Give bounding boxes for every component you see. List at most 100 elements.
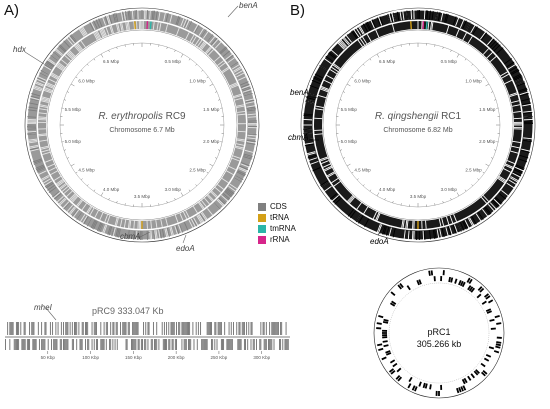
chromosome-a-cds — [127, 230, 130, 240]
chromosome-a-gap2 — [63, 187, 71, 194]
chromosome-b-cds — [319, 65, 328, 71]
chromosome-a-gap — [198, 27, 205, 36]
chromosome-a-gap2 — [218, 62, 226, 68]
chromosome-a-gap — [185, 19, 190, 29]
chromosome-a-gap — [236, 72, 245, 78]
prc9-cds-reverse — [253, 339, 255, 350]
chromosome-a-cds — [52, 191, 60, 198]
chromosome-b-gap — [440, 12, 444, 22]
chromosome-a-cds — [36, 166, 45, 172]
chromosome-b-gap — [523, 137, 533, 140]
prc9-cds-forward — [260, 322, 262, 335]
chromosome-b-gap — [378, 16, 383, 26]
prc9-cds-forward — [275, 322, 277, 335]
prc9-cds-forward — [133, 322, 135, 335]
prc1-cds — [397, 284, 403, 290]
chromosome-b-gap — [388, 13, 392, 23]
chromosome-b-scale-tick — [362, 63, 365, 66]
chromosome-b-gap2 — [318, 95, 327, 99]
chromosome-a-cds — [95, 19, 101, 28]
prc9-cds-forward — [251, 322, 253, 335]
chromosome-a-gap — [30, 97, 40, 101]
chromosome-a-cds — [63, 202, 71, 210]
plasmid-title-prc9: pRC9 333.047 Kb — [92, 306, 164, 316]
prc9-cds-forward — [281, 322, 283, 335]
chromosome-a-gap — [33, 85, 43, 90]
chromosome-a-gap2 — [165, 24, 169, 33]
prc9-cds-forward — [241, 322, 243, 335]
chromosome-b-gap2 — [320, 88, 329, 93]
chromosome-a-cds — [233, 177, 243, 183]
prc9-cds-forward — [31, 322, 33, 335]
prc9-cds-forward — [103, 322, 105, 335]
chromosome-b-scale-tick — [346, 83, 351, 87]
chromosome-a-gap — [120, 11, 124, 21]
chromosome-b-cds — [485, 206, 492, 215]
prc9-cds-reverse — [204, 339, 206, 350]
chromosome-a-cds — [240, 81, 249, 86]
prc9-cds-reverse — [265, 339, 267, 350]
prc9-cds-forward — [243, 322, 245, 335]
chromosome-b-gap — [399, 11, 402, 21]
chromosome-b-scale-label: 1.5 Mbp — [479, 107, 496, 112]
chromosome-b-scale-tick — [356, 69, 359, 72]
chromosome-a-gap — [247, 137, 257, 140]
chromosome-a-gap2 — [99, 212, 104, 221]
chromosome-size-b: Chromosome 6.82 Mb — [383, 127, 453, 134]
chromosome-a-gap — [164, 228, 168, 238]
chromosome-a-gap2 — [105, 27, 110, 36]
chromosome-b-cds — [320, 180, 329, 187]
chromosome-b-gap — [509, 177, 519, 183]
chromosome-a-scale-tick — [66, 157, 70, 159]
chromosome-a-cds — [124, 11, 128, 21]
chromosome-a-scale-tick — [66, 91, 70, 93]
prc9-cds-forward — [218, 322, 220, 335]
chromosome-b-cds — [444, 13, 448, 23]
chromosome-b-cds — [471, 216, 477, 225]
chromosome-a-gap2 — [230, 83, 238, 88]
chromosome-b-gap2 — [446, 216, 450, 225]
chromosome-a-gap2 — [38, 133, 47, 135]
chromosome-a-scale-label: 1.0 Mbp — [189, 79, 206, 84]
prc9-cds-reverse — [132, 339, 134, 350]
chromosome-a-cds — [241, 86, 251, 91]
chromosome-a-gap2 — [237, 130, 246, 133]
chromosome-a-scale-tick — [195, 184, 198, 187]
chromosome-a-gap2 — [192, 205, 198, 214]
prc9-cds-reverse — [285, 339, 287, 350]
prc9-cds-forward — [182, 322, 184, 335]
chromosome-b-cds — [432, 229, 436, 239]
prc9-cds-reverse — [42, 339, 44, 350]
prc9-cds-forward — [186, 322, 188, 335]
prc1-cds — [483, 357, 490, 362]
chromosome-a-gap — [170, 226, 174, 236]
prc9-cds-reverse — [41, 339, 43, 350]
chromosome-a-cds — [27, 133, 37, 136]
chromosome-a-gap — [69, 207, 76, 215]
prc1-cds — [463, 377, 468, 384]
chromosome-b-gap2 — [510, 150, 519, 154]
prc9-cds-forward — [262, 322, 264, 335]
prc9-cds-reverse — [239, 339, 241, 350]
chromosome-b-cds — [465, 22, 471, 31]
chromosome-a-cds — [221, 193, 230, 201]
chromosome-b-gap — [436, 229, 440, 239]
prc9-cds-forward — [184, 322, 186, 335]
chromosome-b-gap2 — [482, 48, 489, 55]
prc9-cds-forward — [228, 322, 230, 335]
chromosome-b-rna-mark — [410, 21, 413, 30]
prc9-cds-reverse — [47, 339, 49, 350]
prc1-cds — [407, 383, 412, 389]
chromosome-a-gap — [245, 98, 255, 102]
prc9-cds-forward — [183, 322, 185, 335]
chromosome-b-gap2 — [375, 29, 380, 38]
chromosome-b-gap — [342, 37, 350, 46]
prc9-cds-reverse — [280, 339, 282, 350]
gene-pointers — [24, 5, 385, 321]
prc9-cds-forward — [100, 322, 102, 335]
prc9-cds-reverse — [268, 339, 269, 350]
chromosome-a-gap — [155, 230, 158, 240]
chromosome-b-cds — [519, 93, 529, 97]
chromosome-b-cds — [516, 164, 525, 169]
chromosome-a-gap2 — [175, 27, 180, 36]
